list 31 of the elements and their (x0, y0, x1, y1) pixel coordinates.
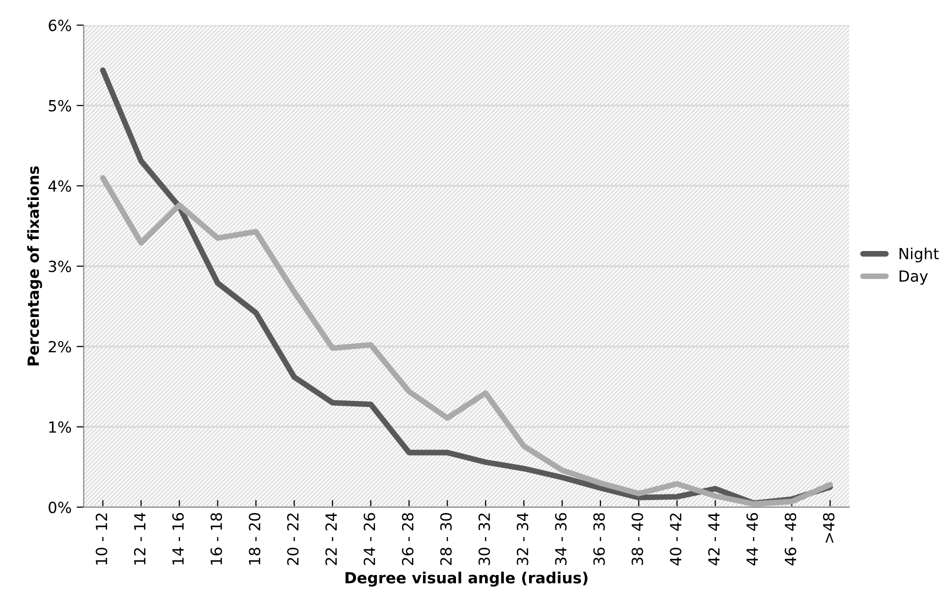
legend-label: Day (900, 270, 928, 285)
y-tick-label: 3% (48, 260, 72, 272)
x-tick-label: >48 (822, 513, 835, 543)
x-tick-label: 26 - 28 (402, 513, 414, 566)
legend-label: Night (900, 248, 939, 262)
x-tick-label: 46 - 48 (784, 513, 796, 566)
x-tick-label: 24 - 26 (364, 512, 376, 566)
x-tick-label: 10 - 12 (96, 514, 108, 564)
y-tick-label: 6% (48, 20, 72, 32)
x-tick-label: 12 - 14 (134, 512, 146, 564)
x-tick-label: 42 - 44 (708, 512, 720, 566)
y-tick-label: 4% (48, 180, 72, 192)
x-tick-label: 44 - 46 (746, 512, 758, 566)
x-axis-title: Degree visual angle (radius) (346, 572, 588, 587)
x-tick-label: 40 - 42 (670, 514, 682, 566)
x-tick-label: 14 - 16 (172, 512, 184, 564)
x-tick-label: 18 - 20 (248, 513, 260, 564)
x-tick-label: 20 - 22 (287, 514, 299, 566)
y-tick-label: 2% (48, 340, 72, 353)
y-tick-label: 5% (48, 100, 72, 112)
y-tick-label: 1% (49, 421, 72, 433)
x-tick-label: 30 - 32 (478, 514, 490, 565)
x-tick-label: 38 - 40 (632, 513, 644, 565)
x-tick-label: 22 - 24 (325, 512, 337, 566)
x-tick-label: 36 - 38 (593, 513, 605, 565)
x-tick-label: 16 - 18 (210, 513, 222, 564)
x-tick-label: 34 - 36 (555, 512, 567, 565)
x-tick-label: 32 - 34 (516, 512, 528, 565)
y-axis-title: Percentage of fixations (27, 166, 42, 366)
x-tick-label: 28 - 30 (440, 513, 452, 566)
y-tick-label: 0% (48, 502, 72, 514)
